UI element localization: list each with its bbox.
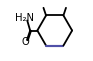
Text: H₂N: H₂N: [15, 13, 34, 23]
Text: O: O: [22, 37, 30, 47]
